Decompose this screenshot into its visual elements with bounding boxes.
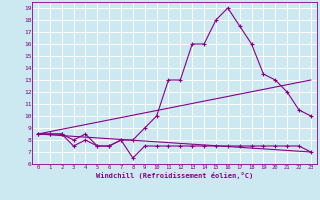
- X-axis label: Windchill (Refroidissement éolien,°C): Windchill (Refroidissement éolien,°C): [96, 172, 253, 179]
